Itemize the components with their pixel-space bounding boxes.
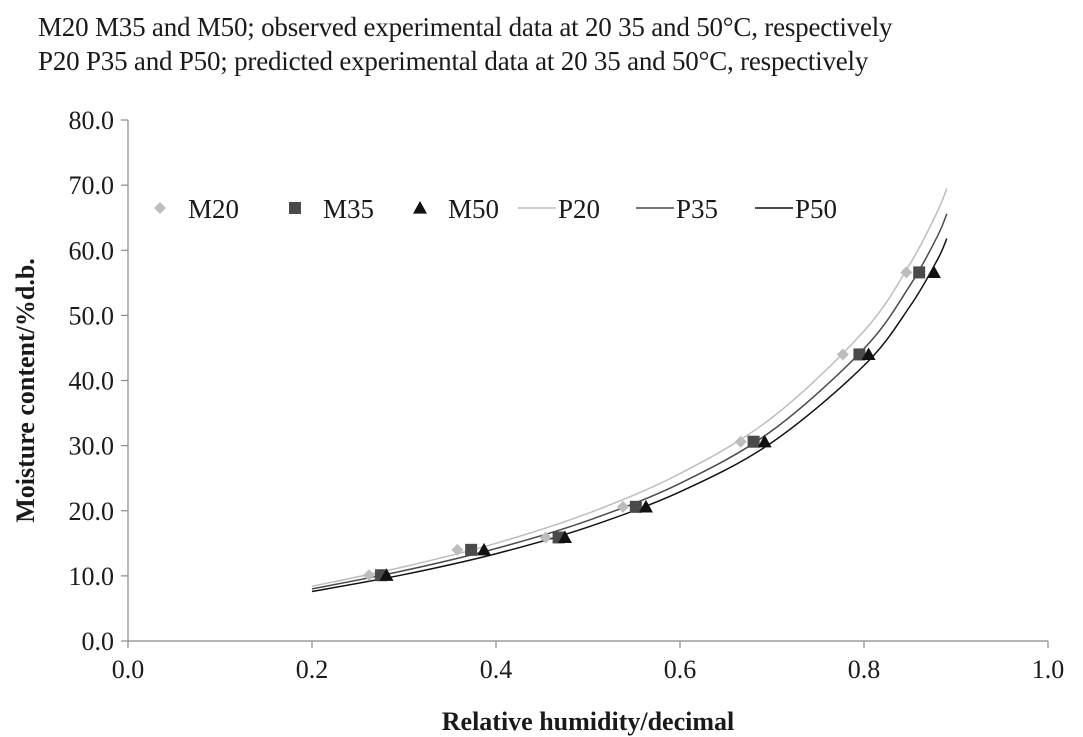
data-point-m50 xyxy=(926,265,941,278)
legend-label-p50: P50 xyxy=(795,194,837,224)
series-line-p50 xyxy=(311,238,948,593)
prediction-curves xyxy=(311,188,948,593)
chart-note-predicted: P20 P35 and P50; predicted experimental … xyxy=(38,46,869,76)
data-point-m20 xyxy=(836,348,849,361)
legend: M20 M35 M50 P20 P35 P50 xyxy=(154,194,837,224)
data-point-m20 xyxy=(363,569,376,582)
legend-key-m20 xyxy=(154,202,166,214)
x-axis-title: Relative humidity/decimal xyxy=(442,707,734,736)
observed-markers xyxy=(363,265,941,582)
data-point-m50 xyxy=(558,530,572,544)
data-point-m35 xyxy=(465,543,478,556)
axes: 0.0 10.0 20.0 30.0 40.0 50.0 60.0 70.0 80.0 0.0 0.… xyxy=(69,106,1065,684)
data-point-m20 xyxy=(900,266,913,279)
data-point-m50 xyxy=(379,568,394,581)
legend-label-p35: P35 xyxy=(676,194,718,224)
data-point-m35 xyxy=(853,348,866,361)
x-tick-label: 1.0 xyxy=(1032,655,1065,684)
legend-label-m50: M50 xyxy=(448,194,499,224)
series-line-p35 xyxy=(311,213,948,590)
data-point-m20 xyxy=(451,543,464,556)
x-tick-label: 0.8 xyxy=(848,655,881,684)
data-point-m35 xyxy=(747,435,760,448)
chart-note-observed: M20 M35 and M50; observed experimental d… xyxy=(38,12,893,42)
series-line-p20 xyxy=(311,188,948,588)
x-tick-label: 0.2 xyxy=(296,655,329,684)
legend-key-m35 xyxy=(289,202,301,214)
y-tick-label: 40.0 xyxy=(69,367,115,396)
x-tick-label: 0.0 xyxy=(112,655,145,684)
data-point-m35 xyxy=(913,266,926,279)
y-tick-label: 10.0 xyxy=(69,562,115,591)
x-tick-label: 0.4 xyxy=(480,655,513,684)
legend-label-p20: P20 xyxy=(558,194,600,224)
data-point-m35 xyxy=(629,500,642,513)
x-tick-label: 0.6 xyxy=(664,655,697,684)
data-point-m50 xyxy=(757,434,772,448)
data-point-m20 xyxy=(616,500,629,513)
y-tick-label: 80.0 xyxy=(69,106,115,135)
y-tick-label: 30.0 xyxy=(69,432,115,461)
data-point-m50 xyxy=(477,542,492,556)
legend-label-m35: M35 xyxy=(323,194,374,224)
y-tick-label: 0.0 xyxy=(82,627,115,656)
y-tick-label: 70.0 xyxy=(69,171,115,200)
legend-label-m20: M20 xyxy=(188,194,239,224)
y-axis-title: Moisture content/%d.b. xyxy=(11,258,40,523)
data-point-m50 xyxy=(638,499,653,513)
legend-key-m50 xyxy=(413,201,427,214)
y-tick-label: 20.0 xyxy=(69,497,115,526)
data-point-m50 xyxy=(861,347,876,361)
data-point-m20 xyxy=(539,531,552,544)
y-tick-label: 50.0 xyxy=(69,301,115,330)
data-point-m20 xyxy=(734,435,747,448)
y-tick-label: 60.0 xyxy=(69,236,115,265)
